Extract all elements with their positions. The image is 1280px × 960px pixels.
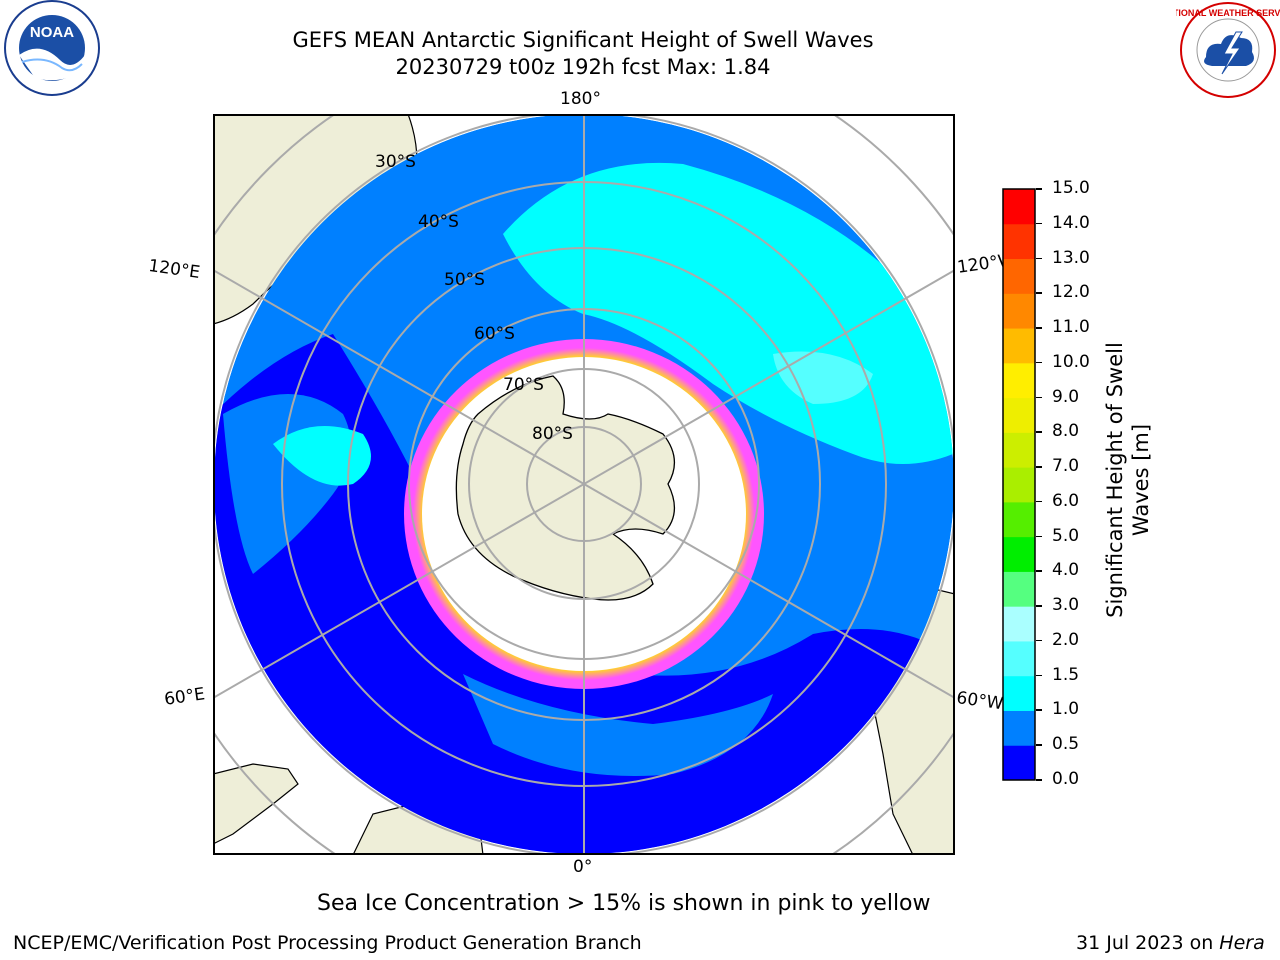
colorbar-tick-mark <box>1036 779 1042 781</box>
colorbar-bin <box>1003 710 1035 746</box>
footer-producer: NCEP/EMC/Verification Post Processing Pr… <box>13 932 642 954</box>
swell-bin-0.0-0.5 <box>214 334 954 854</box>
colorbar-tick-label: 2.0 <box>1052 629 1080 650</box>
colorbar-tick-mark <box>1036 327 1042 329</box>
lat-label-70s: 70°S <box>503 375 544 395</box>
polar-map <box>213 114 955 855</box>
lon-label-60w: 60°W <box>955 688 1005 715</box>
lon-label-0: 0° <box>573 857 593 877</box>
colorbar-bin <box>1003 189 1035 225</box>
colorbar-tick-mark <box>1036 674 1042 677</box>
colorbar-tick-label: 4.0 <box>1052 560 1080 581</box>
colorbar-tick-mark <box>1036 222 1042 225</box>
ocean-field <box>214 114 954 854</box>
sea-ice-caption: Sea Ice Concentration > 15% is shown in … <box>317 891 931 916</box>
colorbar-bin <box>1003 745 1035 781</box>
colorbar-tick-mark <box>1036 361 1042 364</box>
colorbar-bin <box>1003 536 1035 572</box>
colorbar-tick-label: 13.0 <box>1052 247 1090 268</box>
colorbar-tick-label: 15.0 <box>1052 178 1090 198</box>
colorbar-tick-mark <box>1036 188 1042 190</box>
lon-label-60e: 60°E <box>163 684 207 710</box>
colorbar-tick-mark <box>1036 709 1042 711</box>
colorbar-tick-mark <box>1036 535 1042 538</box>
colorbar-bin <box>1003 328 1035 364</box>
colorbar-tick-mark <box>1036 292 1042 294</box>
colorbar-bin <box>1003 467 1035 503</box>
colorbar-tick-label: 11.0 <box>1052 317 1090 338</box>
colorbar-tick-mark <box>1036 396 1042 399</box>
colorbar-tick-label: 6.0 <box>1052 490 1080 511</box>
colorbar-bin <box>1003 501 1035 538</box>
colorbar-bin <box>1003 362 1035 399</box>
colorbar-tick-label: 9.0 <box>1052 386 1080 407</box>
colorbar-bin <box>1003 293 1035 329</box>
colorbar-bin <box>1003 675 1035 711</box>
colorbar-tick-mark <box>1036 639 1042 642</box>
colorbar-bin <box>1003 640 1035 677</box>
colorbar-tick-mark <box>1036 257 1042 260</box>
colorbar <box>1002 188 1036 785</box>
colorbar-tick-label: 14.0 <box>1052 212 1090 233</box>
colorbar-tick-label: 8.0 <box>1052 421 1080 442</box>
graticule <box>213 114 955 855</box>
footer-date: 31 Jul 2023 on Hera <box>1076 932 1265 954</box>
footer-host: Hera <box>1219 932 1265 954</box>
colorbar-tick-label: 5.0 <box>1052 525 1080 546</box>
colorbar-bin <box>1003 432 1035 468</box>
colorbar-tick-mark <box>1036 744 1042 746</box>
lat-label-30s: 30°S <box>375 152 416 172</box>
nws-logo: NATIONAL WEATHER SERVICE <box>1176 2 1280 102</box>
noaa-logo-text: NOAA <box>30 24 74 41</box>
swell-bin-1.5-2.0 <box>773 351 873 404</box>
chart-title: GEFS MEAN Antarctic Significant Height o… <box>292 28 874 52</box>
chart-subtitle: 20230729 t00z 192h fcst Max: 1.84 <box>395 55 771 79</box>
antarctica-continent <box>455 375 675 601</box>
colorbar-tick-mark <box>1036 431 1042 433</box>
colorbar-tick-label: 1.0 <box>1052 699 1080 720</box>
colorbar-tick-label: 0.5 <box>1052 734 1080 755</box>
colorbar-tick-mark <box>1036 500 1042 503</box>
colorbar-tick-label: 1.5 <box>1052 664 1080 685</box>
colorbar-bin <box>1003 258 1035 294</box>
colorbar-bin <box>1003 571 1035 607</box>
lat-label-80s: 80°S <box>532 424 573 444</box>
colorbar-bin <box>1003 223 1035 260</box>
colorbar-tick-label: 12.0 <box>1052 282 1090 303</box>
lat-label-60s: 60°S <box>474 324 515 344</box>
colorbar-tick-label: 7.0 <box>1052 456 1080 477</box>
colorbar-bin <box>1003 397 1035 433</box>
colorbar-tick-label: 0.0 <box>1052 769 1080 789</box>
colorbar-tick-label: 10.0 <box>1052 351 1090 372</box>
svg-text:NATIONAL WEATHER SERVICE: NATIONAL WEATHER SERVICE <box>1176 8 1280 18</box>
map-frame <box>213 114 955 855</box>
colorbar-tick-mark <box>1036 466 1042 468</box>
colorbar-tick-mark <box>1036 570 1042 572</box>
lat-label-40s: 40°S <box>418 212 459 232</box>
lon-label-120e: 120°E <box>147 256 202 284</box>
colorbar-tick-label: 3.0 <box>1052 595 1080 616</box>
lon-label-180: 180° <box>560 89 601 109</box>
colorbar-label: Significant Height of Swell Waves [m] <box>1103 342 1153 618</box>
noaa-logo: NOAA <box>0 0 106 100</box>
colorbar-bin <box>1003 606 1035 642</box>
colorbar-tick-mark <box>1036 605 1042 607</box>
lat-label-50s: 50°S <box>444 270 485 290</box>
